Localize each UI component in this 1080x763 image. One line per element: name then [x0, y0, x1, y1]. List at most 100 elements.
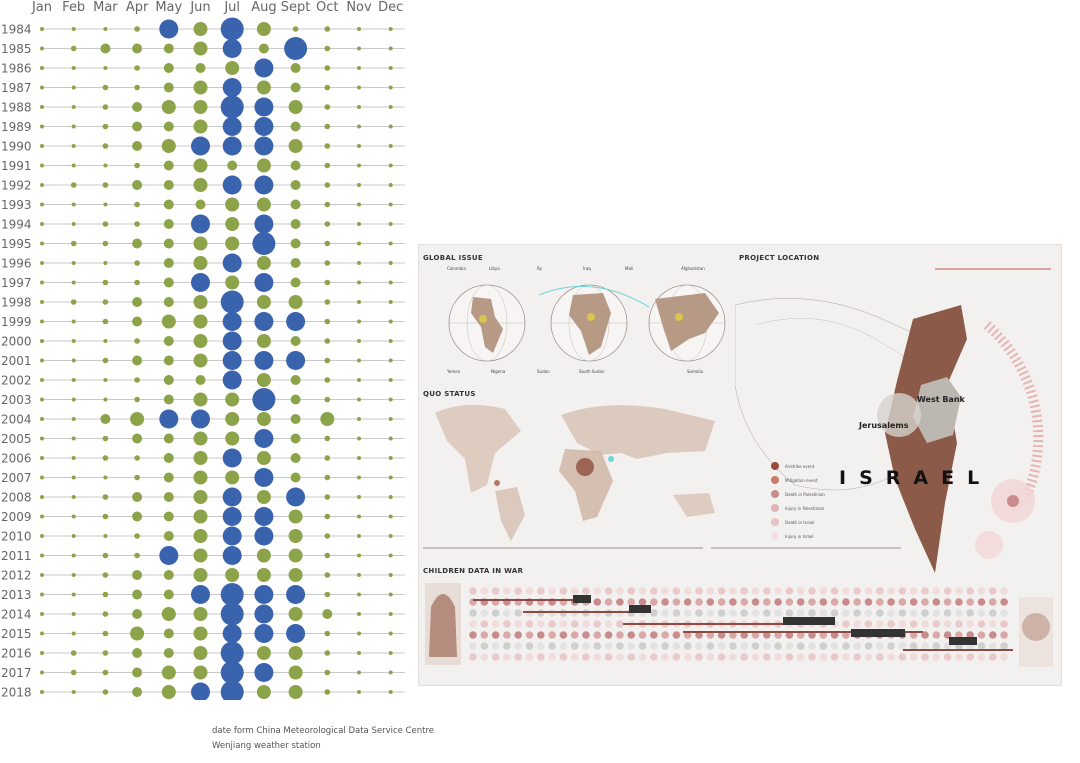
grid-dot: [469, 609, 477, 617]
rain-bubble: [163, 628, 174, 639]
rain-bubble: [102, 357, 109, 364]
month-label: Apr: [126, 0, 149, 15]
grid-dot: [763, 642, 771, 650]
rain-bubble: [195, 375, 206, 385]
rain-bubble: [290, 121, 301, 132]
rain-bubble: [40, 378, 44, 382]
grid-dot: [661, 642, 669, 650]
grid-dot: [695, 642, 703, 650]
globe-label-afghanistan: Afghanistan: [681, 266, 705, 271]
grid-dot: [989, 642, 997, 650]
rain-bubble: [161, 685, 176, 699]
rain-bubble: [40, 631, 44, 636]
rain-bubble: [163, 63, 174, 73]
rain-bubble: [324, 689, 331, 695]
rain-bubble: [357, 417, 361, 421]
rain-bubble: [254, 663, 274, 682]
grid-dot: [717, 653, 726, 661]
rain-bubble: [193, 334, 208, 348]
grid-dot: [627, 642, 635, 650]
rain-bubble: [290, 63, 301, 73]
rain-bubble: [163, 492, 174, 502]
rain-bubble: [40, 66, 44, 70]
year-label: 1996: [1, 257, 32, 271]
rain-bubble: [71, 417, 76, 421]
rain-bubble: [254, 585, 274, 604]
grid-dot: [525, 642, 534, 650]
grid-dot: [548, 653, 556, 661]
children-data-grid: [425, 583, 1053, 667]
year-label: 2010: [1, 530, 32, 544]
rain-bubble: [388, 339, 393, 343]
grid-dot: [706, 587, 715, 595]
rain-bubble: [225, 392, 240, 407]
rain-bubble: [357, 670, 361, 675]
grid-dot: [932, 620, 941, 628]
rain-bubble: [357, 66, 361, 70]
grid-dot: [796, 609, 805, 617]
rain-bubble: [163, 433, 174, 444]
rain-bubble: [357, 631, 361, 636]
month-label: Jun: [189, 0, 210, 15]
rain-bubble: [324, 279, 331, 286]
rain-bubble: [193, 529, 208, 543]
grid-dot: [932, 653, 941, 661]
rain-bubble: [357, 573, 361, 577]
rain-bubble: [324, 143, 331, 149]
rain-bubble: [134, 396, 140, 403]
rain-bubble: [193, 470, 208, 485]
grid-dot: [1000, 609, 1008, 617]
rain-bubble: [102, 455, 109, 461]
rain-bubble: [388, 651, 393, 655]
grid-dot: [650, 653, 658, 661]
grid-dot: [943, 598, 952, 606]
rain-bubble: [388, 358, 393, 363]
rain-bubble: [132, 492, 143, 502]
rain-bubble: [288, 548, 303, 563]
grid-dot: [695, 609, 703, 617]
rain-bubble: [103, 378, 108, 382]
rain-bubble: [254, 97, 274, 117]
grid-dot: [537, 631, 545, 639]
rain-bubble: [220, 95, 244, 119]
rain-bubble: [132, 609, 143, 619]
rain-bubble: [324, 377, 331, 383]
rain-bubble: [388, 612, 393, 616]
bubble-chart: Jan Feb Mar Apr May Jun Jul Aug Sept Oct Nov Dec 198…: [1, 0, 405, 700]
grid-dot: [819, 653, 828, 661]
fine-text-block: [423, 547, 703, 549]
grid-dot: [729, 642, 737, 650]
month-label: Jul: [223, 0, 240, 15]
rain-bubble: [195, 199, 206, 210]
rain-bubble: [193, 100, 208, 114]
rain-bubble: [324, 669, 331, 676]
rain-bubble: [357, 183, 361, 187]
grid-dot: [469, 631, 477, 639]
rain-bubble: [102, 552, 109, 559]
rain-bubble: [134, 65, 140, 71]
grid-dot: [808, 642, 816, 650]
rain-bubble: [324, 630, 331, 637]
legend-death-israel: Death in Israel: [771, 518, 814, 526]
grid-dot: [491, 653, 500, 661]
rain-bubble: [286, 487, 306, 507]
grid-dot: [887, 609, 895, 617]
year-label: 1994: [1, 218, 32, 232]
rain-bubble: [286, 585, 306, 604]
rain-bubble: [40, 592, 44, 597]
rain-bubble: [324, 494, 331, 500]
grid-dot: [898, 642, 907, 650]
rain-bubble: [320, 412, 335, 426]
grid-dot: [943, 587, 952, 595]
rain-bubble: [161, 665, 176, 680]
rain-bubble: [193, 626, 208, 641]
grid-dot: [491, 587, 500, 595]
rain-bubble: [103, 27, 108, 31]
grid-dot: [887, 620, 895, 628]
grid-dot: [819, 598, 828, 606]
grid-dot: [740, 631, 748, 639]
legend-injury-israel-label: Injury in Israel: [785, 533, 814, 539]
grid-dot: [842, 587, 850, 595]
grid-dot: [955, 587, 963, 595]
grid-dot: [559, 631, 568, 639]
